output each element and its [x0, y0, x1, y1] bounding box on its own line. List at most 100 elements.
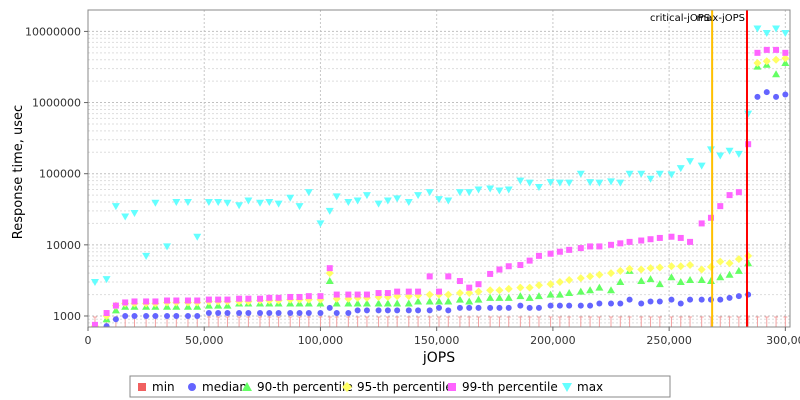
data-point-median — [143, 312, 150, 319]
data-point-max — [625, 170, 634, 178]
x-axis-ticks: 0 50,000 100,000 150,000 200,000 250,000 300,0… — [85, 327, 800, 347]
data-point-90-th-percentile — [374, 299, 383, 307]
data-point-median — [687, 296, 694, 303]
data-point-max — [163, 243, 172, 251]
series-99-th-percentile — [91, 46, 789, 327]
data-point-max — [425, 189, 434, 197]
data-point-median — [656, 298, 663, 305]
y-tick-label: 10000000 — [25, 25, 81, 38]
data-point-99-th-percentile — [122, 299, 129, 306]
data-point-99-th-percentile — [782, 49, 789, 56]
data-point-99-th-percentile — [535, 252, 542, 259]
data-point-max — [316, 220, 325, 228]
data-point-max — [332, 193, 341, 201]
data-point-95-th-percentile — [444, 290, 453, 299]
x-tick-label: 0 — [85, 334, 92, 347]
data-point-max — [762, 30, 771, 38]
x-tick-label: 250,000 — [646, 334, 692, 347]
data-point-99-th-percentile — [215, 296, 222, 303]
data-point-max — [495, 187, 504, 195]
data-point-max — [204, 199, 213, 207]
data-point-95-th-percentile — [486, 286, 495, 295]
data-point-99-th-percentile — [326, 265, 333, 272]
data-point-median — [326, 304, 333, 311]
data-point-90-th-percentile — [474, 295, 483, 303]
series-min — [92, 316, 788, 327]
data-point-median — [668, 296, 675, 303]
data-point-median — [287, 310, 294, 317]
data-point-median — [426, 307, 433, 314]
data-point-99-th-percentile — [164, 297, 171, 304]
series-max — [90, 25, 790, 287]
data-point-median — [266, 310, 273, 317]
data-point-99-th-percentile — [345, 291, 352, 298]
data-point-99-th-percentile — [487, 270, 494, 277]
data-point-max — [716, 152, 725, 160]
data-point-99-th-percentile — [257, 295, 264, 302]
data-point-99-th-percentile — [236, 295, 243, 302]
legend-swatch-90-th-percentile — [242, 382, 252, 391]
data-point-99-th-percentile — [287, 293, 294, 300]
data-point-95-th-percentile — [716, 257, 725, 266]
data-point-99-th-percentile — [526, 257, 533, 264]
data-point-95-th-percentile — [504, 284, 513, 293]
data-point-median — [375, 307, 382, 314]
data-point-median — [517, 302, 524, 309]
data-point-median — [224, 310, 231, 317]
data-point-99-th-percentile — [103, 310, 110, 317]
data-point-95-th-percentile — [646, 264, 655, 273]
data-point-99-th-percentile — [194, 297, 201, 304]
data-point-90-th-percentile — [504, 293, 513, 301]
data-point-max — [504, 186, 513, 194]
data-point-median — [112, 316, 119, 323]
data-point-90-th-percentile — [607, 286, 616, 294]
data-point-max — [686, 158, 695, 166]
data-point-median — [436, 304, 442, 311]
data-point-max — [667, 171, 676, 179]
data-point-95-th-percentile — [655, 263, 664, 272]
data-point-90-th-percentile — [576, 287, 585, 295]
data-point-median — [205, 310, 212, 317]
data-point-99-th-percentile — [608, 241, 615, 248]
data-point-median — [587, 302, 594, 309]
data-point-95-th-percentile — [781, 54, 790, 63]
data-point-max — [244, 197, 253, 205]
data-point-90-th-percentile — [697, 276, 706, 284]
y-axis-ticks: 1000 10000 100000 1000000 10000000 — [25, 25, 88, 323]
data-point-max — [151, 199, 160, 207]
data-point-99-th-percentile — [735, 189, 742, 196]
data-point-90-th-percentile — [383, 299, 392, 307]
data-point-max — [142, 252, 151, 260]
data-point-90-th-percentile — [616, 278, 625, 286]
data-point-median — [122, 312, 129, 319]
data-point-95-th-percentile — [425, 290, 434, 299]
data-point-median — [754, 93, 761, 100]
data-point-95-th-percentile — [516, 283, 525, 292]
data-point-90-th-percentile — [546, 290, 555, 298]
data-point-99-th-percentile — [773, 46, 780, 53]
data-point-95-th-percentile — [667, 262, 676, 271]
data-point-median — [405, 307, 412, 314]
data-point-95-th-percentile — [565, 276, 574, 285]
data-point-max — [435, 196, 443, 204]
data-point-90-th-percentile — [495, 293, 504, 301]
data-point-median — [296, 310, 303, 317]
legend-box — [129, 375, 671, 398]
data-point-99-th-percentile — [677, 234, 684, 241]
data-point-median — [577, 302, 584, 309]
data-point-median — [726, 294, 733, 301]
x-tick-label: 300,00 — [766, 334, 800, 347]
data-point-median — [638, 300, 645, 307]
legend-swatch-95-th-percentile — [342, 382, 352, 392]
data-point-90-th-percentile — [444, 297, 453, 305]
data-point-median — [698, 296, 705, 303]
data-point-max — [772, 25, 781, 33]
data-point-median — [505, 304, 512, 311]
data-point-95-th-percentile — [465, 289, 474, 298]
data-point-95-th-percentile — [676, 262, 685, 271]
data-point-90-th-percentile — [516, 292, 525, 300]
data-point-95-th-percentile — [753, 58, 762, 67]
data-point-90-th-percentile — [435, 297, 443, 305]
data-point-median — [333, 310, 340, 317]
